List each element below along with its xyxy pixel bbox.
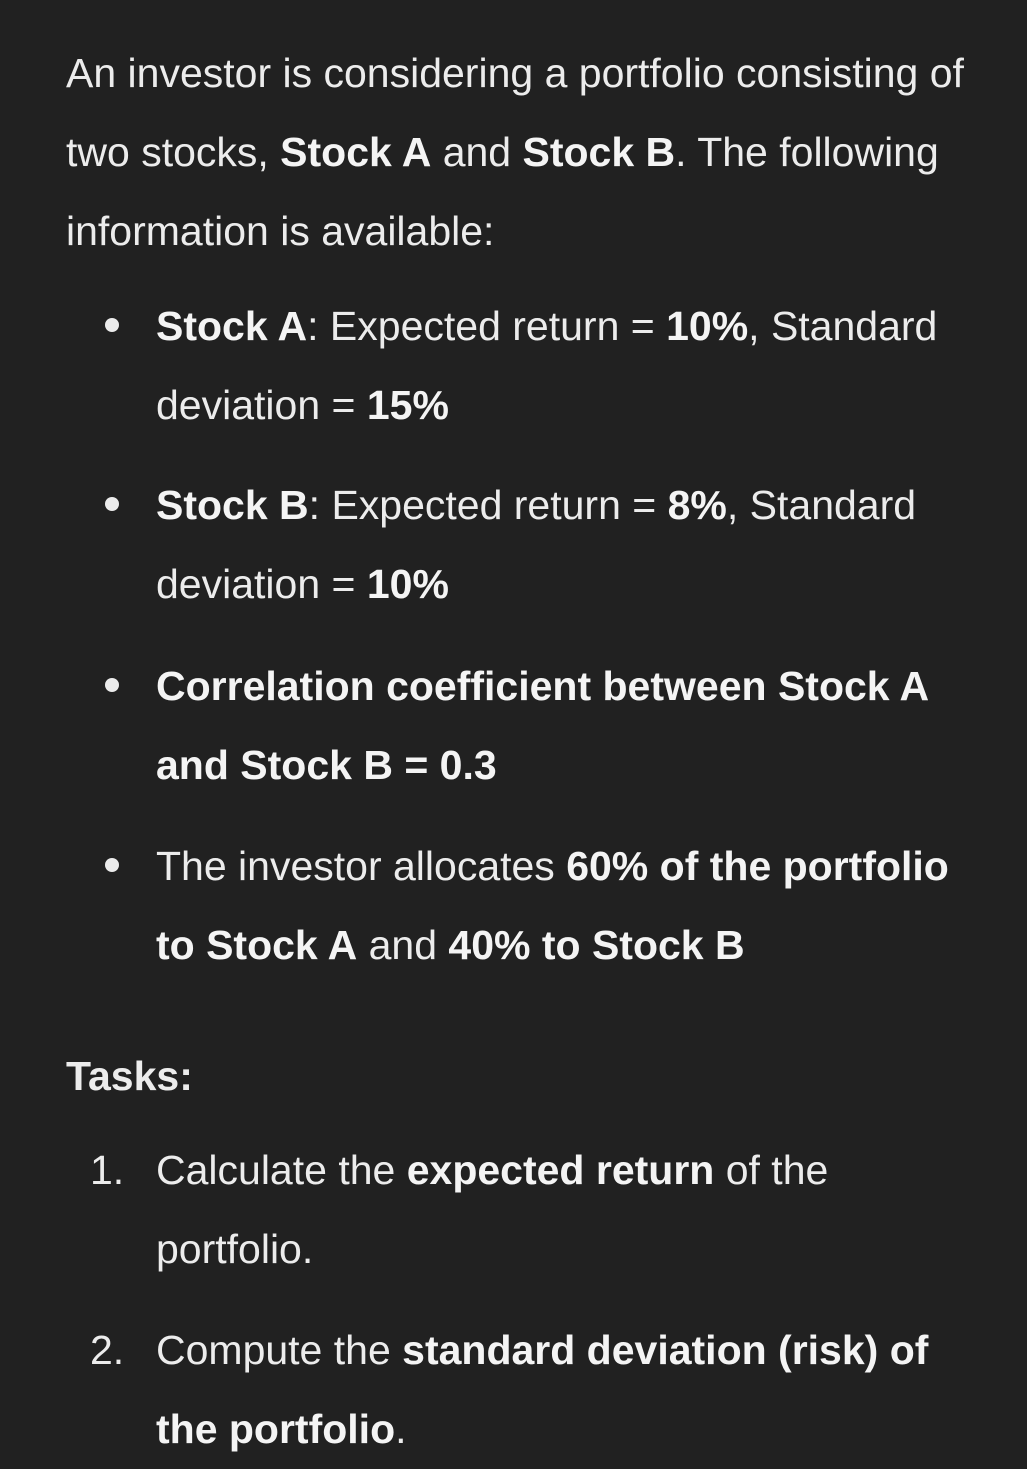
allocation-text-1: The investor allocates	[156, 843, 567, 889]
stock-a-text-2: , Standard deviation =	[156, 303, 938, 428]
allocation-stock-a: 60% of the portfolio to Stock A	[156, 843, 949, 968]
correlation-value: 0.3	[439, 742, 497, 788]
allocation-text-2: and	[357, 922, 449, 968]
task-2-bold: standard deviation (risk) of the portfol…	[156, 1327, 929, 1452]
stock-b-std: 10%	[366, 561, 449, 607]
bullet-icon	[105, 858, 119, 872]
stock-b-text-2: , Standard deviation =	[156, 482, 917, 607]
task-1-text-2: of the portfolio.	[156, 1147, 829, 1272]
correlation-equals: =	[392, 742, 440, 788]
list-item-stock-a: Stock A: Expected return = 10%, Standard…	[105, 287, 986, 445]
bullet-icon	[105, 497, 119, 511]
list-item-allocation: The investor allocates 60% of the portfo…	[105, 827, 986, 985]
intro-paragraph: An investor is considering a portfolio c…	[66, 34, 986, 271]
correlation-label: Correlation coefficient between Stock A …	[156, 663, 928, 788]
task-2-text-2: .	[395, 1406, 407, 1452]
allocation-stock-b: 40% to Stock B	[448, 922, 745, 968]
bullet-icon	[105, 318, 119, 332]
intro-stock-b: Stock B	[522, 129, 676, 175]
stock-a-std: 15%	[366, 382, 449, 428]
stock-a-label: Stock A	[156, 303, 308, 349]
task-2-text-1: Compute the	[156, 1327, 403, 1373]
task-1-text-1: Calculate the	[156, 1147, 407, 1193]
intro-stock-a: Stock A	[280, 129, 432, 175]
stock-b-label: Stock B	[156, 482, 309, 528]
intro-text-1: An investor is considering a portfolio c…	[66, 50, 964, 175]
bullet-icon	[105, 678, 119, 692]
stock-b-text-1: : Expected return =	[308, 482, 668, 528]
intro-text-3: . The following information is available…	[66, 129, 939, 254]
stock-a-text-1: : Expected return =	[307, 303, 667, 349]
tasks-heading: Tasks:	[66, 1053, 193, 1099]
task-number: 1.	[90, 1147, 125, 1193]
stock-b-return: 8%	[667, 482, 727, 528]
task-item-2: 2. Compute the standard deviation (risk)…	[90, 1311, 986, 1469]
task-item-1: 1. Calculate the expected return of the …	[90, 1131, 986, 1289]
task-number: 2.	[90, 1327, 125, 1373]
list-item-correlation: Correlation coefficient between Stock A …	[105, 647, 986, 805]
list-item-stock-b: Stock B: Expected return = 8%, Standard …	[105, 466, 986, 624]
task-1-bold: expected return	[406, 1147, 715, 1193]
intro-text-2: and	[431, 129, 523, 175]
stock-a-return: 10%	[666, 303, 749, 349]
